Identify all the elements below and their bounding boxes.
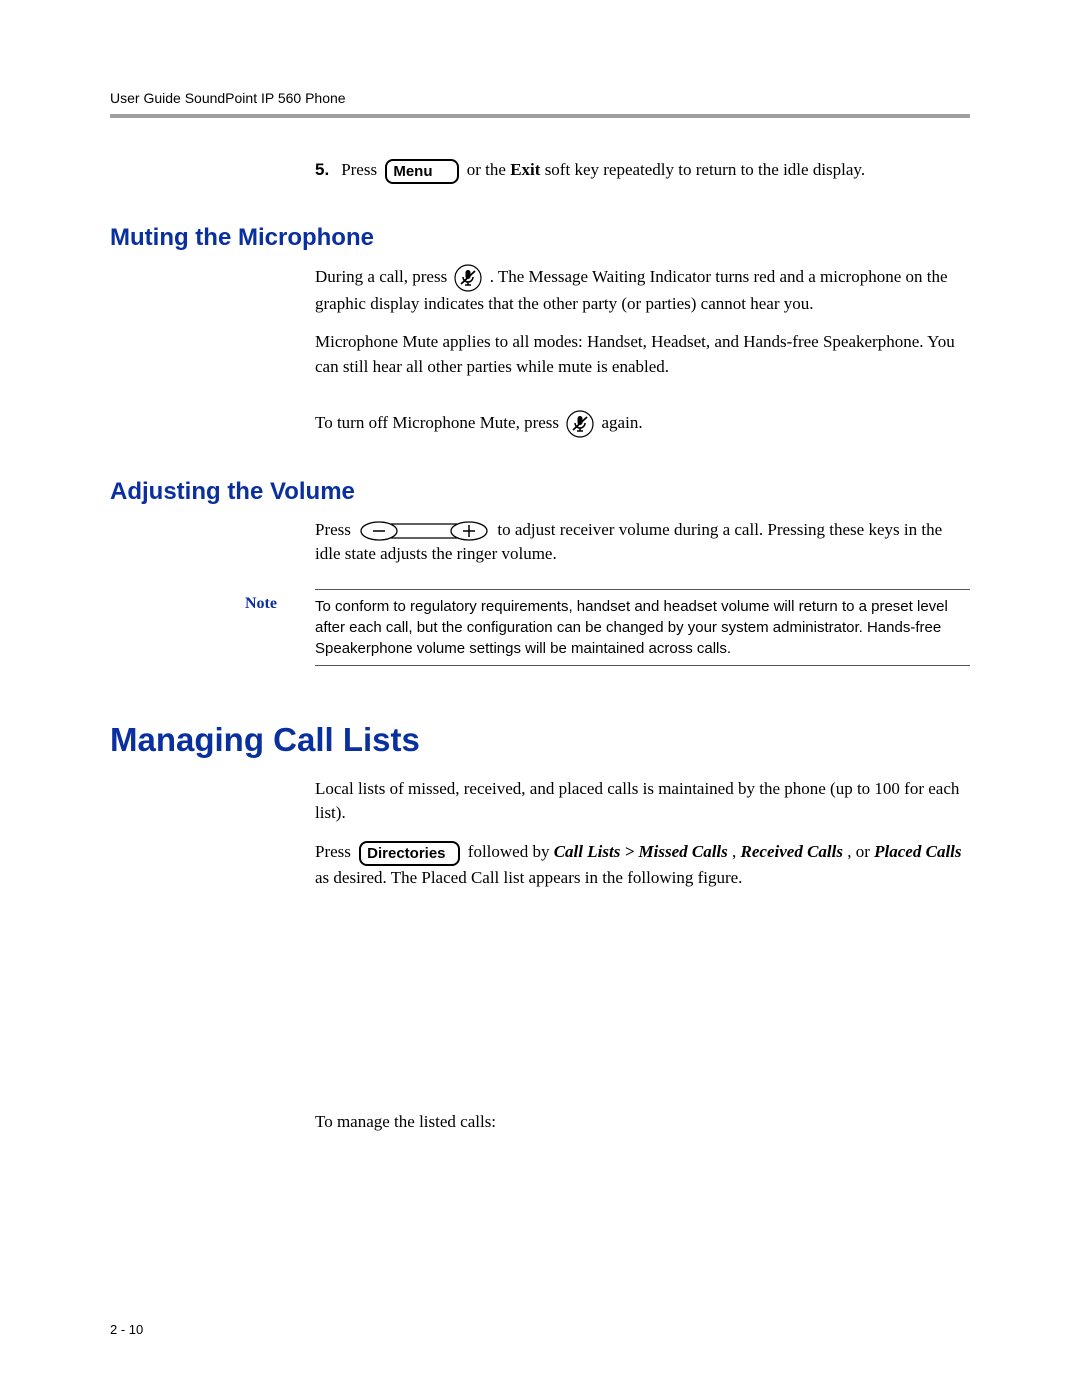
mute-button-icon (566, 410, 594, 438)
text: , or (847, 842, 874, 861)
volume-rocker-icon (359, 520, 489, 542)
heading-volume: Adjusting the Volume (110, 478, 970, 506)
text: soft key repeatedly to return to the idl… (545, 160, 865, 179)
note-label: Note (245, 589, 315, 666)
exit-label: Exit (510, 160, 540, 179)
muting-p1: During a call, press . The Message Waiti… (315, 264, 970, 317)
call-lists-p3: To manage the listed calls: (315, 1110, 970, 1135)
directories-key-icon: Directories (359, 841, 459, 866)
muting-p3: To turn off Microphone Mute, press again… (315, 410, 970, 438)
mute-button-icon (454, 264, 482, 292)
volume-p1: Press to adjust receiver volume during a… (315, 518, 970, 567)
note-body: To conform to regulatory requirements, h… (315, 589, 970, 666)
muting-p2: Microphone Mute applies to all modes: Ha… (315, 330, 970, 379)
text: as desired. The Placed Call list appears… (315, 868, 742, 887)
menu-key-icon: Menu (385, 159, 458, 184)
text: , (732, 842, 741, 861)
text: Press (315, 520, 355, 539)
nav-path: Received Calls (741, 842, 843, 861)
text: Press (315, 842, 355, 861)
call-lists-p1: Local lists of missed, received, and pla… (315, 777, 970, 826)
page: User Guide SoundPoint IP 560 Phone 5. Pr… (0, 0, 1080, 1397)
volume-body: Press to adjust receiver volume during a… (315, 518, 970, 567)
running-header: User Guide SoundPoint IP 560 Phone (110, 90, 970, 118)
text: To turn off Microphone Mute, press (315, 412, 563, 431)
text: again. (602, 412, 643, 431)
text: followed by (468, 842, 554, 861)
text: During a call, press (315, 267, 451, 286)
heading-call-lists: Managing Call Lists (110, 721, 970, 759)
step-body: Press Menu or the Exit soft key repeated… (341, 158, 865, 184)
page-number: 2 - 10 (110, 1322, 143, 1337)
step-number: 5. (315, 160, 329, 180)
text: Press (341, 160, 381, 179)
nav-path: Placed Calls (874, 842, 961, 861)
muting-body: During a call, press . The Message Waiti… (315, 264, 970, 438)
step-5-block: 5. Press Menu or the Exit soft key repea… (315, 158, 970, 184)
call-lists-body: Local lists of missed, received, and pla… (315, 777, 970, 1135)
text: or the (467, 160, 510, 179)
heading-muting: Muting the Microphone (110, 224, 970, 252)
nav-path: Call Lists > Missed Calls (554, 842, 728, 861)
note-block: Note To conform to regulatory requiremen… (245, 589, 970, 666)
call-lists-p2: Press Directories followed by Call Lists… (315, 840, 970, 890)
